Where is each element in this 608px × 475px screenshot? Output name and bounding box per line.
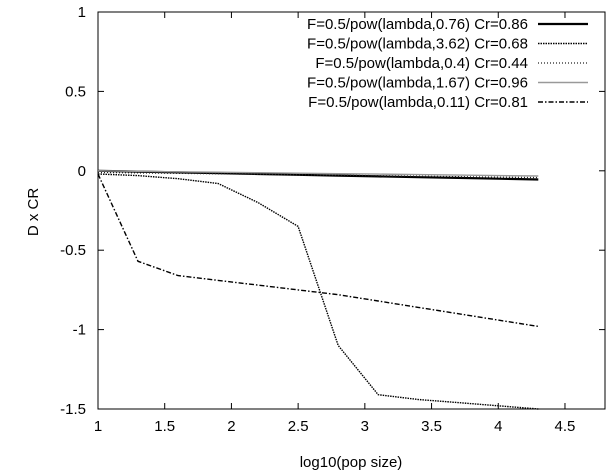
plot-frame (97, 11, 606, 410)
y-tick-label: 0.5 (65, 83, 86, 100)
x-tick-label: 2.5 (288, 418, 309, 435)
series-group (97, 169, 539, 410)
legend-label-5: F=0.5/pow(lambda,0.11) Cr=0.81 (308, 94, 528, 111)
axis-ticks: 1 1.5 2 2.5 3 3.5 4 4.5 1 0.5 0 -0.5 -1 -1.5 (60, 4, 605, 435)
legend-label-1: F=0.5/pow(lambda,0.76) Cr=0.86 (307, 16, 528, 33)
legend-label-3: F=0.5/pow(lambda,0.4) Cr=0.44 (315, 55, 528, 72)
legend: F=0.5/pow(lambda,0.76) Cr=0.86 F=0.5/pow(… (307, 16, 588, 111)
x-axis-label: log10(pop size) (300, 454, 403, 471)
y-tick-label: 1 (78, 4, 86, 21)
y-tick-label: -1 (73, 322, 86, 339)
legend-label-2: F=0.5/pow(lambda,3.62) Cr=0.68 (307, 36, 528, 53)
legend-label-4: F=0.5/pow(lambda,1.67) Cr=0.96 (307, 75, 528, 92)
x-tick-label: 2 (227, 418, 235, 435)
y-tick-label: -1.5 (60, 401, 86, 418)
x-tick-label: 4.5 (555, 418, 576, 435)
series-line-3 (97, 171, 539, 179)
x-tick-label: 3.5 (421, 418, 442, 435)
y-axis-label: D x CR (25, 188, 42, 237)
x-tick-label: 1 (94, 418, 102, 435)
x-tick-label: 4 (494, 418, 502, 435)
series-line-4 (97, 170, 539, 177)
x-tick-label: 1.5 (154, 418, 175, 435)
x-tick-label: 3 (361, 418, 369, 435)
series-line-5 (97, 173, 539, 328)
y-tick-label: 0 (78, 163, 86, 180)
series-line-2 (97, 173, 539, 410)
y-tick-label: -0.5 (60, 242, 86, 259)
